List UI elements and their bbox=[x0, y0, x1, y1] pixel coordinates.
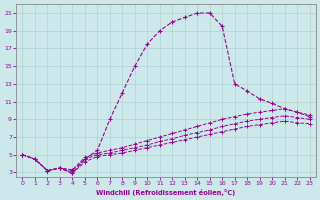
X-axis label: Windchill (Refroidissement éolien,°C): Windchill (Refroidissement éolien,°C) bbox=[96, 189, 236, 196]
